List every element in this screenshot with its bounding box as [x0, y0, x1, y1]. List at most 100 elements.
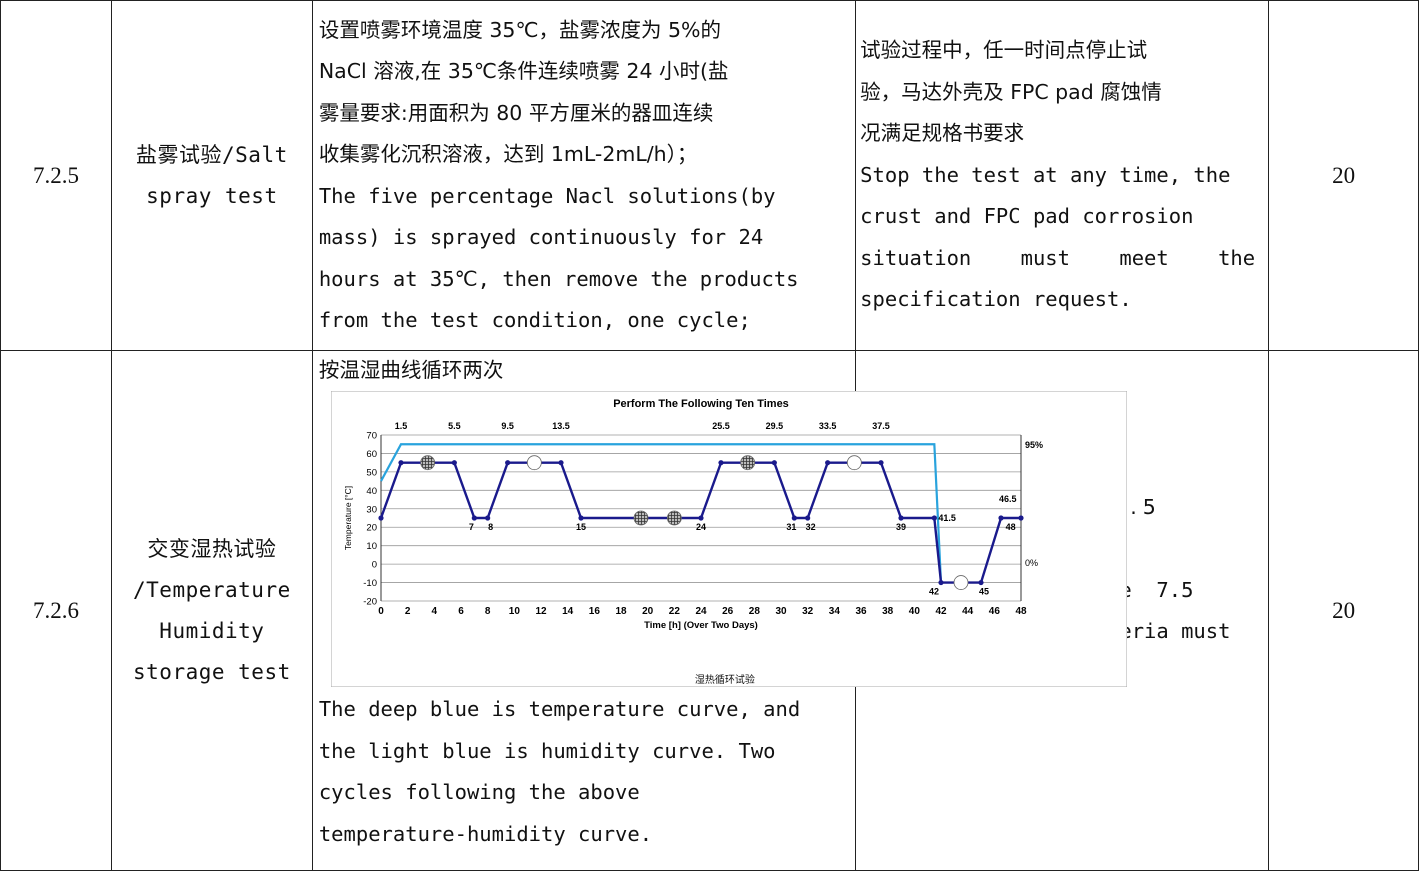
x-tick-label: 18	[615, 606, 627, 617]
test-name: 交变湿热试验 /Temperature Humidity storage tes…	[110, 350, 313, 871]
item-number: 7.2.5	[0, 0, 112, 351]
humidity-curve	[379, 443, 942, 583]
procedure-line: temperature-humidity curve.	[318, 821, 653, 846]
x-tick-label: 42	[935, 606, 947, 617]
x-tick-label: 44	[962, 606, 974, 617]
temperature-point	[504, 460, 511, 466]
time-annotation: 37.5	[872, 421, 890, 431]
temperature-point	[451, 460, 457, 466]
criteria-line: crust and FPC pad corrosion	[860, 204, 1194, 229]
temperature-point	[898, 515, 904, 521]
procedure-line: mass) is sprayed continuously for 24	[318, 225, 764, 249]
time-annotation: 33.5	[819, 421, 837, 431]
time-annotation: 24	[696, 522, 706, 532]
sample-quantity: 20	[1268, 0, 1419, 351]
temperature-point	[471, 515, 477, 521]
x-tick-label: 14	[562, 606, 574, 617]
phase-marker	[420, 455, 435, 471]
time-annotation: 8	[488, 522, 493, 532]
test-procedure: 按温湿曲线循环两次 Perform The Following Ten Time…	[311, 350, 1127, 871]
time-annotation: 15	[576, 522, 586, 532]
temperature-point	[878, 460, 884, 466]
time-annotation: 31	[786, 522, 796, 532]
temperature-point	[931, 515, 937, 521]
procedure-line: The five percentage Nacl solutions(by	[318, 183, 776, 208]
time-annotation: 46.5	[999, 494, 1017, 504]
temperature-point	[771, 460, 777, 466]
x-tick-label: 8	[485, 606, 491, 617]
sample-quantity: 20	[1268, 350, 1419, 871]
humidity-label: 95%	[1025, 440, 1043, 450]
procedure-line: cycles following the above	[318, 780, 640, 804]
test-name-line: storage test	[133, 659, 291, 684]
x-tick-label: 12	[535, 606, 547, 617]
procedure-line: The deep blue is temperature curve, and	[318, 697, 801, 721]
time-annotation: 29.5	[765, 421, 783, 431]
y-tick-label: -20	[363, 597, 377, 608]
phase-marker	[740, 455, 755, 471]
item-number: 7.2.6	[0, 350, 112, 871]
test-name-en: spray test	[146, 183, 278, 208]
x-tick-label: 16	[589, 606, 601, 617]
humidity-label: 0%	[1025, 558, 1038, 568]
test-name-line: 交变湿热试验	[147, 536, 277, 561]
time-annotation: 45	[979, 587, 989, 597]
criteria-line: 况满足规格书要求	[860, 121, 1025, 146]
criteria-line: situation must meet the	[860, 245, 1256, 270]
x-tick-label: 32	[802, 606, 814, 617]
time-annotation: 48	[1006, 522, 1016, 532]
y-tick-label: 10	[366, 541, 377, 552]
temperature-point	[718, 460, 724, 466]
procedure-intro: 按温湿曲线循环两次	[318, 358, 504, 382]
x-tick-label: 48	[1015, 606, 1027, 617]
x-tick-label: 40	[909, 606, 921, 617]
y-axis-label: Temperature [°C]	[343, 486, 353, 550]
temperature-point	[804, 515, 811, 521]
x-tick-label: 46	[989, 606, 1001, 617]
y-tick-label: -10	[363, 578, 377, 589]
temperature-point	[978, 579, 984, 586]
table-row: 7.2.6 交变湿热试验 /Temperature Humidity stora…	[0, 350, 1419, 871]
criteria-line: Stop the test at any time, the	[860, 162, 1231, 187]
chart-title: Perform The Following Ten Times	[613, 398, 789, 410]
time-annotation: 7	[469, 522, 474, 532]
time-annotation: 13.5	[552, 421, 570, 431]
y-tick-label: 20	[366, 523, 377, 534]
x-tick-label: 30	[775, 606, 787, 617]
figure-caption: 湿热循环试验	[694, 675, 755, 686]
test-name: 盐雾试验/Salt spray test	[110, 0, 313, 351]
procedure-line: 雾量要求:用面积为 80 平方厘米的器皿连续	[318, 100, 714, 125]
temperature-point	[938, 579, 944, 586]
y-tick-label: 30	[366, 504, 377, 515]
time-annotation: 5.5	[448, 421, 461, 431]
x-tick-label: 28	[749, 606, 761, 617]
temperature-point	[998, 515, 1004, 521]
test-name-line: /Temperature	[133, 577, 291, 602]
time-annotation: 42	[929, 587, 939, 597]
time-annotation: 9.5	[501, 421, 514, 431]
procedure-line: the light blue is humidity curve. Two	[318, 738, 776, 763]
x-axis-label: Time [h] (Over Two Days)	[644, 620, 758, 631]
procedure-line: 收集雾化沉积溶液，达到 1mL-2mL/h）；	[318, 142, 698, 166]
y-tick-label: 40	[366, 486, 377, 497]
pass-criteria: 试验过程中，任一时间点停止试 验，马达外壳及 FPC pad 腐蚀情 况满足规格…	[855, 0, 1270, 351]
procedure-line: hours at 35℃, then remove the products	[318, 266, 799, 291]
temperature-point	[558, 460, 564, 466]
temperature-point	[378, 515, 384, 521]
table-row: 7.2.5 盐雾试验/Salt spray test 设置喷雾环境温度 35℃，…	[0, 0, 1419, 351]
criteria-line: 验，马达外壳及 FPC pad 腐蚀情	[860, 79, 1162, 104]
test-procedure: 设置喷雾环境温度 35℃，盐雾浓度为 5%的 NaCl 溶液,在 35℃条件连续…	[311, 0, 857, 351]
criteria-line: 试验过程中，任一时间点停止试	[860, 38, 1148, 63]
x-tick-label: 36	[855, 606, 867, 617]
procedure-line: NaCl 溶液,在 35℃条件连续喷雾 24 小时(盐	[318, 59, 729, 83]
test-name-line: Humidity	[159, 618, 265, 643]
figure: Perform The Following Ten Times -20 -10 0 10…	[319, 389, 1127, 689]
temperature-point	[578, 515, 584, 521]
phase-marker	[953, 575, 969, 590]
y-tick-label: 50	[366, 467, 377, 478]
temperature-point	[484, 515, 491, 521]
x-tick-label: 20	[642, 606, 654, 617]
phase-marker	[526, 455, 542, 471]
procedure-line: 设置喷雾环境温度 35℃，盐雾浓度为 5%的	[318, 17, 722, 42]
